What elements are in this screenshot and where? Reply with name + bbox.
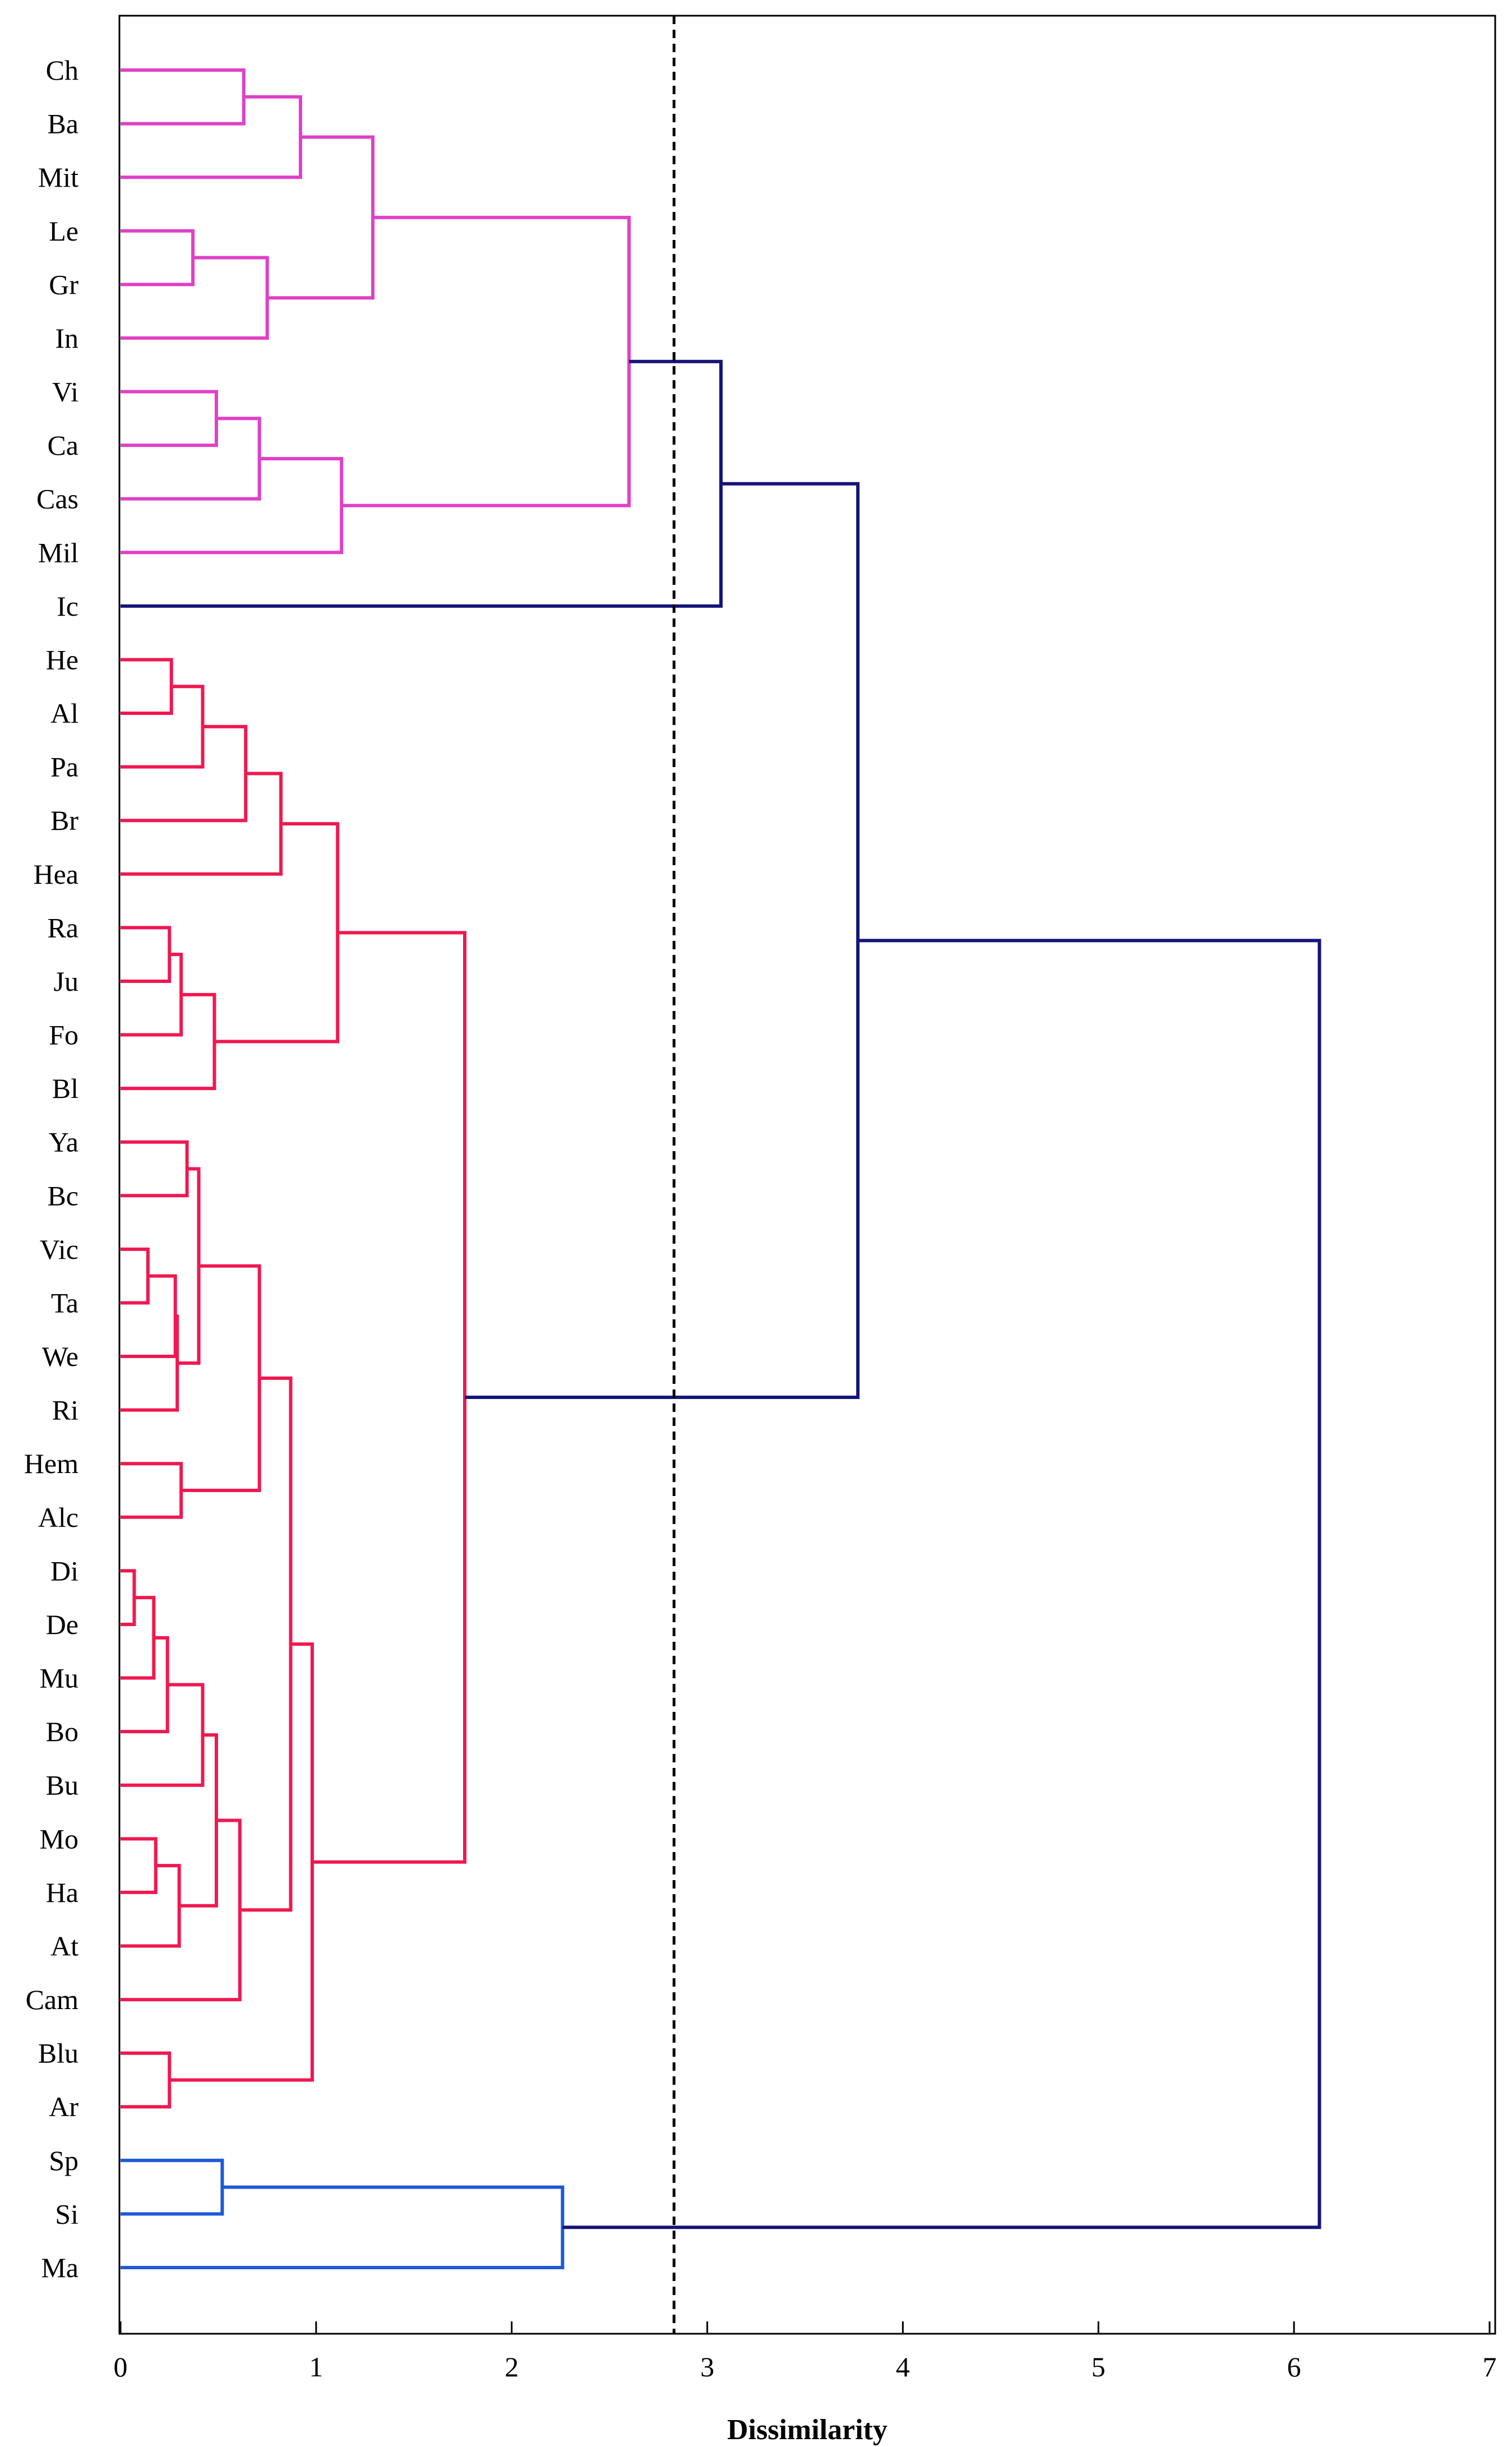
leaf-label: Ma [41,2252,78,2283]
leaf-label: Mit [38,161,78,193]
leaf-label: Ba [47,108,78,140]
x-tick-label: 7 [1483,2351,1497,2383]
leaf-label: Fo [49,1019,78,1051]
link-m8 [121,456,344,555]
link-r24 [239,1376,293,1912]
leaf-label: Vic [40,1234,78,1265]
link-r20 [121,1837,158,1894]
leaf-label: Mil [38,537,78,568]
link-r1 [121,658,173,715]
leaf-label: Bu [46,1770,78,1801]
leaf-label: Pa [50,751,78,783]
link-root [562,939,1321,2229]
link-r6 [121,953,183,1037]
leaf-label: Bl [52,1073,78,1104]
plot-frame [118,15,1496,2335]
leaf-label: Br [50,805,78,836]
link-r8 [214,822,340,1044]
link-b1 [121,2158,224,2216]
leaf-label: De [46,1609,78,1640]
leaf-label: Cam [26,1984,79,2015]
leaf-label: In [55,322,78,354]
leaf-label: At [50,1930,78,1961]
leaf-label: Bc [47,1180,78,1211]
link-r15 [181,1264,261,1493]
leaf-label: Le [49,215,78,247]
leaf-label: Di [50,1555,78,1586]
link-r7 [121,992,216,1091]
leaf-label: Ic [57,590,78,622]
x-axis-label: Dissimilarity [727,2414,887,2446]
link-m5 [267,135,375,300]
link-r3 [121,724,248,823]
link-r18 [121,1636,169,1734]
link-m6 [121,390,218,447]
leaf-label: Ar [49,2091,78,2122]
leaf-label: Al [50,698,78,729]
x-tick-label: 1 [309,2351,323,2383]
link-r22 [179,1733,218,1908]
link-m1 [121,68,246,126]
leaf-label: Ta [51,1287,78,1318]
link-r17 [121,1596,156,1680]
link-r13 [177,1167,201,1365]
x-tick-label: 2 [505,2351,519,2383]
link-m9 [341,215,631,507]
link-r12 [121,1314,179,1412]
link-r5 [121,926,172,983]
link-r2 [121,685,205,769]
x-tick-label: 3 [700,2351,714,2383]
leaf-label: Ju [54,966,78,997]
link-r21 [121,1864,181,1948]
leaf-label: Mu [40,1663,78,1694]
leaf-label: Blu [38,2038,78,2069]
link-r14 [121,1462,183,1519]
leaf-label: Ca [47,430,78,461]
link-r25 [121,2051,172,2109]
leaf-label: Si [55,2198,78,2229]
leaf-label: Alc [38,1502,78,1533]
leaf-label: Cas [36,483,78,515]
leaf-label: Vi [52,376,78,408]
leaf-label: Ch [46,54,78,86]
leaf-label: Ya [49,1126,78,1158]
x-tick-label: 6 [1287,2351,1301,2383]
link-r19 [121,1683,205,1787]
link-r10 [121,1247,150,1305]
x-tick-label: 0 [114,2351,128,2383]
x-tick-label: 5 [1092,2351,1106,2383]
leaf-label: Bo [46,1716,78,1747]
leaf-label: Sp [49,2145,78,2176]
link-m3 [121,229,195,287]
leaf-label: We [42,1341,78,1372]
link-m10 [121,359,723,608]
leaf-label: Ra [47,912,78,943]
leaf-label: Ri [52,1395,78,1426]
leaf-label: Gr [49,269,78,300]
link-r4 [121,772,283,876]
link-m7 [121,417,261,501]
link-r27 [312,931,466,1864]
link-t1 [464,482,860,1400]
leaf-label: Mo [40,1823,78,1854]
link-b2 [121,2185,565,2269]
link-r16 [121,1569,136,1626]
leaf-label: Ha [46,1877,78,1908]
leaf-label: Hea [34,858,79,890]
link-m2 [121,95,302,179]
leaf-label: He [46,644,78,675]
x-tick-label: 4 [896,2351,910,2383]
leaf-label: Hem [24,1448,78,1479]
link-r9 [121,1140,189,1198]
